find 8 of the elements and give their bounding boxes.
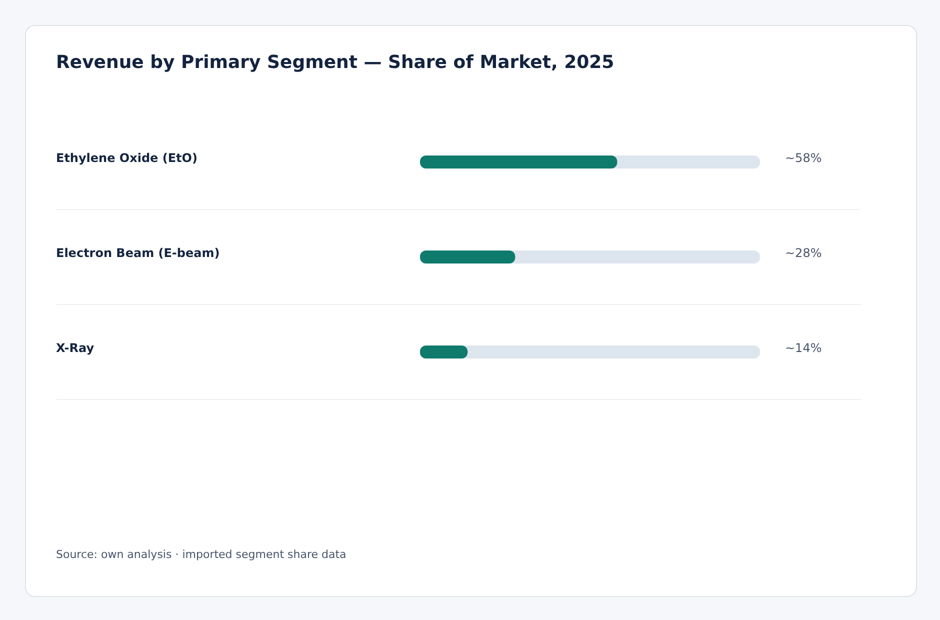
chart-title: Revenue by Primary Segment — Share of Market, 2025: [56, 52, 614, 73]
y-tick-label: Electron Beam (E-beam): [56, 246, 220, 260]
y-tick-label: X-Ray: [56, 341, 94, 356]
data-label: ~28%: [785, 246, 822, 260]
source-note: Source: own analysis · imported segment share data: [56, 548, 346, 561]
y-tick-label: Ethylene Oxide (EtO): [56, 151, 198, 166]
data-label: ~14%: [785, 341, 822, 356]
data-label: ~58%: [785, 151, 822, 166]
